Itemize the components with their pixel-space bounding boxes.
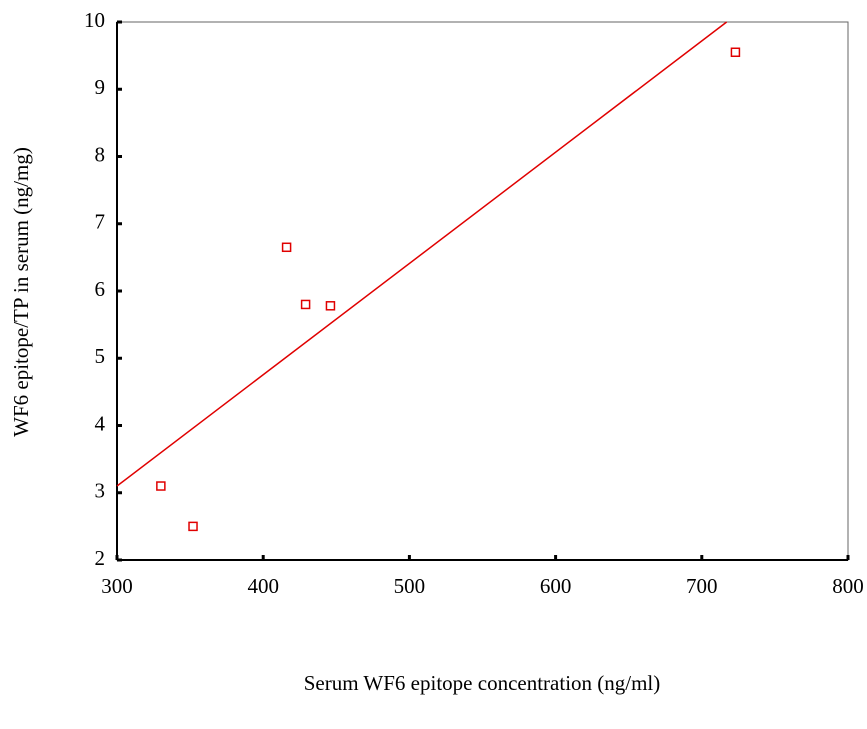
x-tick-label: 800: [832, 574, 864, 598]
point: [188, 521, 198, 532]
y-tick-label: 7: [95, 210, 106, 234]
point: [300, 299, 311, 310]
x-tick-label: 400: [247, 574, 279, 598]
y-tick-label: 2: [95, 546, 106, 570]
y-tick-label: 3: [95, 479, 106, 503]
y-tick-label: 8: [95, 142, 106, 166]
y-axis-label: WF6 epitope/TP in serum (ng/mg): [9, 147, 33, 437]
x-tick-label: 700: [686, 574, 718, 598]
x-tick-label: 500: [394, 574, 426, 598]
fit-line: [116, 21, 728, 487]
point: [281, 242, 292, 253]
plot-frame: [116, 21, 849, 561]
y-tick-label: 6: [95, 277, 106, 301]
point: [730, 47, 741, 58]
point: [156, 481, 166, 491]
y-tick-label: 10: [84, 8, 105, 32]
y-tick-label: 9: [95, 75, 106, 99]
y-tick-label: 5: [95, 344, 106, 368]
point: [325, 301, 336, 311]
x-tick-label: 600: [540, 574, 572, 598]
x-tick-label: 300: [101, 574, 133, 598]
x-axis-label: Serum WF6 epitope concentration (ng/ml): [304, 671, 661, 695]
y-tick-label: 4: [95, 411, 106, 435]
